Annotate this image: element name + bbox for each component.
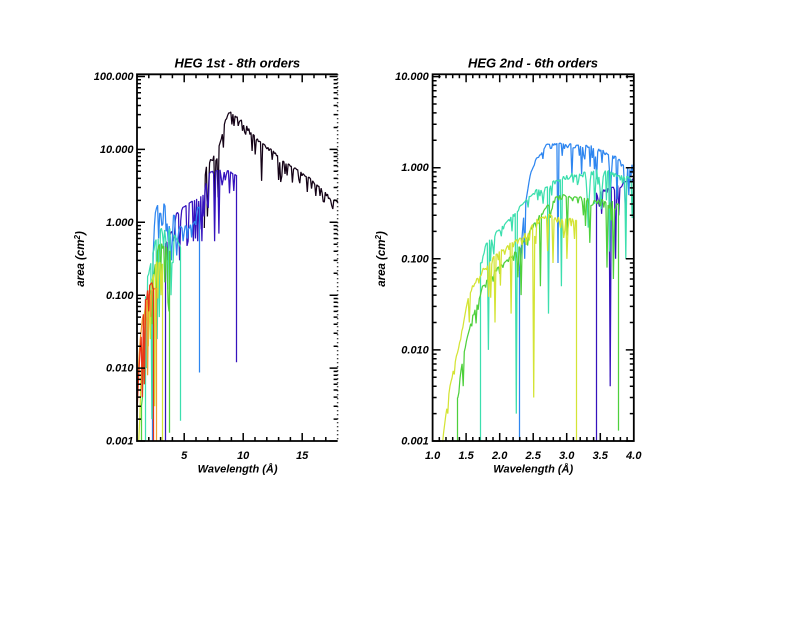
- svg-text:HEG 2nd - 6th orders: HEG 2nd - 6th orders: [468, 56, 598, 71]
- svg-text:0.001: 0.001: [106, 436, 134, 448]
- svg-text:15: 15: [296, 450, 309, 462]
- svg-text:5: 5: [181, 450, 188, 462]
- svg-text:1.000: 1.000: [106, 217, 134, 229]
- svg-text:area (cm2): area (cm2): [374, 231, 388, 287]
- svg-text:10: 10: [237, 450, 250, 462]
- svg-text:3.0: 3.0: [559, 450, 575, 462]
- svg-text:10.000: 10.000: [100, 144, 135, 156]
- svg-text:1.0: 1.0: [425, 450, 441, 462]
- svg-text:0.010: 0.010: [106, 363, 134, 375]
- svg-text:100.000: 100.000: [94, 71, 135, 83]
- svg-text:Wavelength (Å): Wavelength (Å): [493, 463, 573, 476]
- svg-text:1.5: 1.5: [458, 450, 474, 462]
- svg-text:4.0: 4.0: [625, 450, 642, 462]
- svg-text:0.001: 0.001: [401, 436, 429, 448]
- svg-text:0.010: 0.010: [401, 344, 429, 356]
- svg-text:0.100: 0.100: [401, 253, 429, 265]
- svg-text:Wavelength (Å): Wavelength (Å): [198, 463, 278, 476]
- svg-text:10.000: 10.000: [395, 71, 430, 83]
- svg-text:1.000: 1.000: [401, 162, 429, 174]
- svg-text:0.100: 0.100: [106, 290, 134, 302]
- svg-text:3.5: 3.5: [593, 450, 609, 462]
- svg-text:area (cm2): area (cm2): [73, 231, 87, 287]
- svg-text:HEG 1st - 8th orders: HEG 1st - 8th orders: [174, 56, 300, 71]
- svg-text:2.5: 2.5: [525, 450, 542, 462]
- svg-text:2.0: 2.0: [491, 450, 508, 462]
